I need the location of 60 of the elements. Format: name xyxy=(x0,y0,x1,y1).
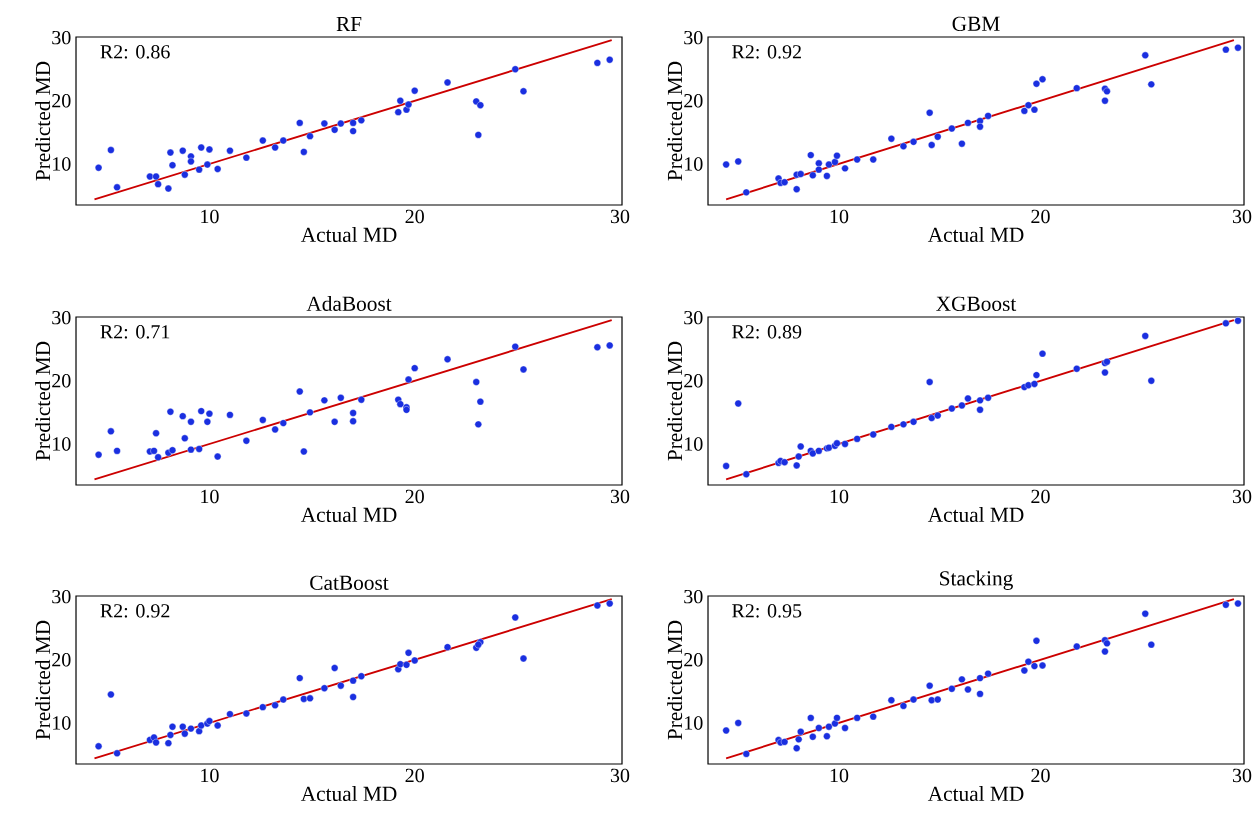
annotation: R2: 0.92 xyxy=(732,45,801,59)
x-axis-title: Actual MD xyxy=(927,507,1024,523)
y-tick-label: 30 xyxy=(52,310,71,325)
x-tick-label: 20 xyxy=(405,768,424,783)
y-tick-label: 20 xyxy=(52,374,71,388)
x-tick-label: 20 xyxy=(1031,489,1050,504)
x-tick-label: 10 xyxy=(830,489,849,504)
chart-title: CatBoost xyxy=(310,575,389,590)
x-tick-label: 10 xyxy=(201,489,219,504)
y-tick-label: 10 xyxy=(685,157,703,171)
x-tick-label: 30 xyxy=(1232,209,1252,224)
y-axis-title: Predicted MD xyxy=(35,620,51,740)
x-tick-label: 10 xyxy=(201,768,219,783)
x-tick-label: 20 xyxy=(1031,209,1050,224)
chart-title: XGBoost xyxy=(936,296,1017,311)
annotation: R2: 0.86 xyxy=(100,45,170,59)
y-axis-title: Predicted MD xyxy=(667,341,683,461)
chart-title: Stacking xyxy=(940,570,1013,590)
y-tick-label: 10 xyxy=(685,716,703,730)
chart-title: RF xyxy=(336,16,362,31)
x-tick-label: 10 xyxy=(830,209,849,224)
y-tick-label: 30 xyxy=(684,30,703,45)
x-axis-title: Actual MD xyxy=(300,507,397,523)
y-axis-title: Predicted MD xyxy=(35,61,51,181)
x-tick-label: 30 xyxy=(610,768,630,783)
x-tick-label: 10 xyxy=(201,209,219,224)
x-axis-title: Actual MD xyxy=(300,786,397,802)
y-tick-label: 20 xyxy=(52,94,71,108)
y-tick-label: 10 xyxy=(53,157,71,171)
x-tick-label: 20 xyxy=(405,489,424,504)
y-axis-title: Predicted MD xyxy=(667,61,683,181)
y-tick-label: 10 xyxy=(53,437,71,451)
y-tick-label: 20 xyxy=(684,94,703,108)
chart-title: GBM xyxy=(952,16,1000,31)
y-tick-label: 30 xyxy=(52,30,71,45)
x-tick-label: 20 xyxy=(1031,768,1050,783)
annotation: R2: 0.95 xyxy=(732,604,802,618)
y-tick-label: 30 xyxy=(684,310,703,325)
x-axis-title: Actual MD xyxy=(300,227,397,243)
annotation: R2: 0.92 xyxy=(100,604,170,618)
y-tick-label: 30 xyxy=(52,589,71,604)
y-tick-label: 10 xyxy=(685,437,703,451)
y-tick-label: 30 xyxy=(684,589,703,604)
x-axis-title: Actual MD xyxy=(927,786,1024,802)
chart-title: AdaBoost xyxy=(306,295,392,311)
y-tick-label: 10 xyxy=(53,716,71,730)
annotation: R2: 0.89 xyxy=(732,325,802,339)
x-tick-label: 10 xyxy=(830,768,849,783)
y-tick-label: 20 xyxy=(52,653,71,667)
y-tick-label: 20 xyxy=(684,374,703,388)
y-tick-label: 20 xyxy=(684,653,703,667)
x-tick-label: 30 xyxy=(610,489,630,504)
x-tick-label: 30 xyxy=(610,209,630,224)
x-tick-label: 20 xyxy=(405,209,424,224)
x-tick-label: 30 xyxy=(1232,489,1252,504)
annotation: R2: 0.71 xyxy=(100,325,170,339)
y-axis-title: Predicted MD xyxy=(667,620,683,740)
x-tick-label: 30 xyxy=(1232,768,1252,783)
x-axis-title: Actual MD xyxy=(927,227,1024,243)
y-axis-title: Predicted MD xyxy=(35,341,51,461)
